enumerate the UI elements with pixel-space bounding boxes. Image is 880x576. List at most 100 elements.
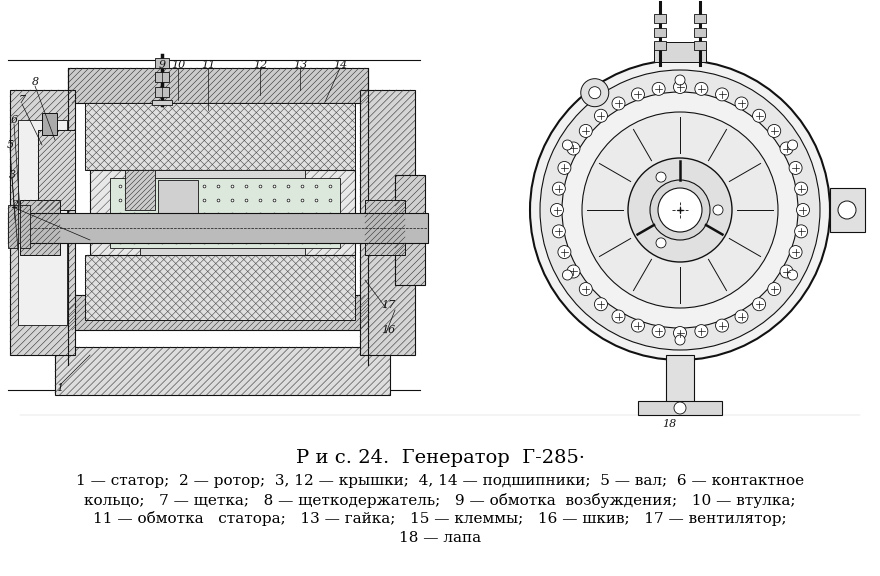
Bar xyxy=(125,170,155,210)
Bar xyxy=(68,68,368,103)
Circle shape xyxy=(675,75,685,85)
Bar xyxy=(365,200,405,255)
Circle shape xyxy=(789,245,802,259)
Circle shape xyxy=(632,319,644,332)
Circle shape xyxy=(594,298,607,310)
Circle shape xyxy=(652,82,665,96)
Circle shape xyxy=(579,124,592,138)
Bar xyxy=(654,41,666,50)
Bar xyxy=(830,188,865,232)
Bar xyxy=(395,175,425,285)
Bar xyxy=(155,58,169,68)
Circle shape xyxy=(673,327,686,339)
Circle shape xyxy=(589,87,601,98)
Bar xyxy=(18,120,67,325)
Circle shape xyxy=(795,182,808,195)
Circle shape xyxy=(612,310,625,323)
Circle shape xyxy=(567,142,580,155)
Circle shape xyxy=(567,265,580,278)
Circle shape xyxy=(780,265,793,278)
Circle shape xyxy=(562,270,572,280)
Circle shape xyxy=(579,283,592,295)
Bar xyxy=(155,72,169,82)
Circle shape xyxy=(628,158,732,262)
Bar xyxy=(654,28,666,37)
Circle shape xyxy=(656,172,666,182)
Circle shape xyxy=(675,335,685,345)
Circle shape xyxy=(838,201,856,219)
Circle shape xyxy=(650,180,710,240)
Bar xyxy=(140,233,305,255)
Circle shape xyxy=(767,124,781,138)
Bar xyxy=(694,28,706,37)
Circle shape xyxy=(652,325,665,338)
Bar xyxy=(140,170,305,192)
Bar xyxy=(694,41,706,50)
Text: 11: 11 xyxy=(201,60,215,70)
Bar xyxy=(360,90,415,355)
Circle shape xyxy=(695,82,708,96)
Circle shape xyxy=(789,161,802,175)
Text: 18 — лапа: 18 — лапа xyxy=(399,531,481,545)
Text: 1: 1 xyxy=(56,383,63,393)
Bar xyxy=(638,401,722,415)
Circle shape xyxy=(788,270,797,280)
Bar xyxy=(666,355,694,405)
Text: 13: 13 xyxy=(293,60,307,70)
Circle shape xyxy=(674,402,686,414)
Bar xyxy=(85,103,355,170)
Text: 11 — обмотка   статора;   13 — гайка;   15 — клеммы;   16 — шкив;   17 — вентиля: 11 — обмотка статора; 13 — гайка; 15 — к… xyxy=(93,511,787,526)
Circle shape xyxy=(715,319,729,332)
Text: 2: 2 xyxy=(11,200,18,210)
Circle shape xyxy=(715,88,729,101)
Circle shape xyxy=(780,142,793,155)
Bar xyxy=(55,347,390,395)
Text: 5: 5 xyxy=(6,140,13,150)
Bar xyxy=(152,100,172,105)
Circle shape xyxy=(558,161,571,175)
Text: 10: 10 xyxy=(171,60,185,70)
Bar xyxy=(158,180,198,230)
Bar xyxy=(155,87,169,97)
Circle shape xyxy=(735,97,748,110)
Circle shape xyxy=(632,88,644,101)
Bar xyxy=(654,42,706,62)
Circle shape xyxy=(752,109,766,122)
Circle shape xyxy=(581,79,609,107)
Circle shape xyxy=(767,283,781,295)
Bar xyxy=(654,14,666,23)
Circle shape xyxy=(562,140,572,150)
Text: 7: 7 xyxy=(18,95,26,105)
Circle shape xyxy=(713,205,723,215)
Bar xyxy=(20,200,60,255)
Circle shape xyxy=(673,81,686,93)
Text: 17: 17 xyxy=(381,300,395,310)
Text: 12: 12 xyxy=(253,60,268,70)
Circle shape xyxy=(752,298,766,310)
Text: 6: 6 xyxy=(11,115,18,125)
Text: 18: 18 xyxy=(662,419,676,429)
Text: 1 — статор;  2 — ротор;  3, 12 — крышки;  4, 14 — подшипники;  5 — вал;  6 — кон: 1 — статор; 2 — ротор; 3, 12 — крышки; 4… xyxy=(76,474,804,488)
Bar xyxy=(38,130,75,210)
Text: 14: 14 xyxy=(333,60,347,70)
Text: 9: 9 xyxy=(158,60,165,70)
Circle shape xyxy=(658,188,702,232)
Bar xyxy=(8,205,18,248)
Circle shape xyxy=(695,325,708,338)
Bar xyxy=(10,90,75,355)
Bar xyxy=(8,213,428,243)
Circle shape xyxy=(795,225,808,238)
Circle shape xyxy=(553,182,565,195)
Bar xyxy=(110,178,340,248)
Circle shape xyxy=(735,310,748,323)
Bar xyxy=(694,14,706,23)
Circle shape xyxy=(594,109,607,122)
Bar xyxy=(68,295,368,330)
Circle shape xyxy=(558,245,571,259)
Circle shape xyxy=(788,140,797,150)
Circle shape xyxy=(612,97,625,110)
Circle shape xyxy=(656,238,666,248)
Text: 16: 16 xyxy=(381,325,395,335)
Text: кольцо;   7 — щетка;   8 — щеткодержатель;   9 — обмотка  возбуждения;   10 — вт: кольцо; 7 — щетка; 8 — щеткодержатель; 9… xyxy=(84,492,796,507)
Circle shape xyxy=(530,60,830,360)
